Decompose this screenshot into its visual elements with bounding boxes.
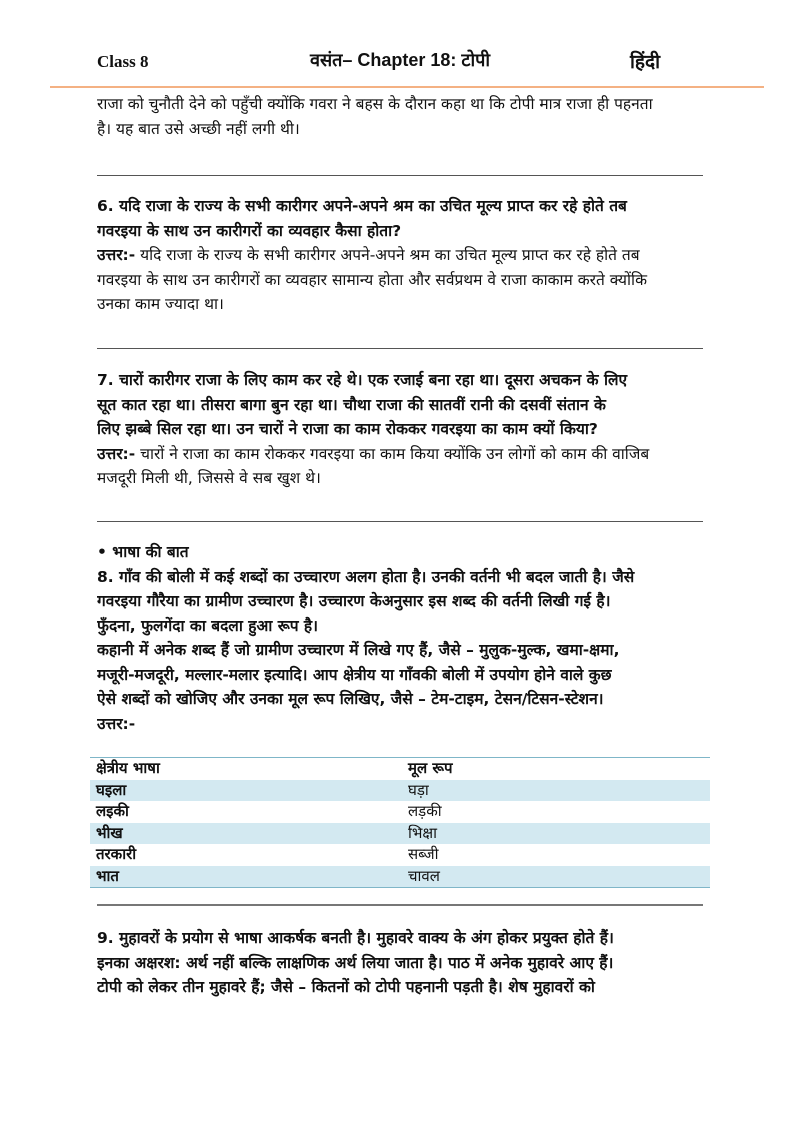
cell: लड़की — [408, 802, 442, 821]
question-line: गवरइया गौरैया का ग्रामीण उच्चारण है। उच्… — [97, 592, 611, 610]
cell: भीख — [96, 823, 123, 842]
answer-table: क्षेत्रीय भाषा मूल रूप घइला घड़ा लइकी लड़की… — [90, 757, 710, 888]
answer-line: चारों ने राजा का काम रोककर गवरइया का काम… — [135, 444, 650, 463]
question-line: सूत कात रहा था। तीसरा बागा बुन रहा था। च… — [97, 395, 606, 414]
question-line: इनका अक्षरश: अर्थ नहीं बल्कि लाक्षणिक अर… — [97, 953, 614, 972]
cell: चावल — [408, 866, 440, 885]
divider — [97, 348, 703, 349]
table-row: तरकारी सब्जी — [90, 844, 710, 866]
answer-line: गवरइया के साथ उन कारीगरों का व्यवहार साम… — [97, 270, 647, 289]
question-7: 7. चारों कारीगर राजा के लिए काम कर रहे थ… — [97, 368, 717, 491]
subject-label: हिंदी — [629, 51, 660, 73]
answer-line: यदि राजा के राज्य के सभी कारीगर अपने-अपन… — [135, 246, 640, 264]
cell: भिक्षा — [408, 823, 438, 842]
question-line: गवरइया के साथ उन कारीगरों का व्यवहार कैस… — [97, 221, 402, 240]
header-divider — [50, 86, 764, 88]
table-row: भीख भिक्षा — [90, 822, 710, 844]
section-heading: • भाषा की बात — [97, 543, 189, 561]
divider — [97, 904, 703, 906]
class-label: Class 8 — [97, 52, 149, 71]
question-line: 8. गाँव की बोली में कई शब्दों का उच्चारण… — [97, 567, 635, 586]
table-row: घइला घड़ा — [90, 779, 710, 801]
cell: सब्जी — [408, 845, 439, 864]
paragraph-continued: राजा को चुनौती देने को पहुँची क्योंकि गव… — [97, 92, 717, 141]
cell: भात — [96, 866, 119, 885]
question-line: 6. यदि राजा के राज्य के सभी कारीगर अपने-… — [97, 197, 627, 215]
column-header: मूल रूप — [408, 759, 453, 778]
table-row: लइकी लड़की — [90, 801, 710, 823]
divider — [97, 521, 703, 522]
text-line: है। यह बात उसे अच्छी नहीं लगी थी। — [97, 119, 300, 138]
question-line: टोपी को लेकर तीन मुहावरे हैं; जैसे – कित… — [97, 978, 595, 996]
table-header-row: क्षेत्रीय भाषा मूल रूप — [90, 758, 710, 780]
question-9: 9. मुहावरों के प्रयोग से भाषा आकर्षक बनत… — [97, 926, 717, 1000]
divider — [97, 175, 703, 176]
cell: लइकी — [96, 802, 129, 821]
cell: घड़ा — [408, 780, 429, 799]
question-line: लिए झब्बे सिल रहा था। उन चारों ने राजा क… — [97, 420, 598, 438]
question-6: 6. यदि राजा के राज्य के सभी कारीगर अपने-… — [97, 194, 717, 317]
text-line: राजा को चुनौती देने को पहुँची क्योंकि गव… — [97, 95, 653, 113]
question-line: 9. मुहावरों के प्रयोग से भाषा आकर्षक बनत… — [97, 929, 614, 947]
column-header: क्षेत्रीय भाषा — [96, 759, 160, 778]
chapter-title: वसंत– Chapter 18: टोपी — [309, 50, 491, 70]
question-line: 7. चारों कारीगर राजा के लिए काम कर रहे थ… — [97, 371, 628, 389]
question-line: ऐसे शब्दों को खोजिए और उनका मूल रूप लिखि… — [97, 690, 604, 708]
table-row: भात चावल — [90, 865, 710, 888]
cell: तरकारी — [96, 845, 137, 864]
question-line: मजूरी-मजदूरी, मल्लार-मलार इत्यादि। आप क्… — [97, 665, 612, 684]
question-8: • भाषा की बात 8. गाँव की बोली में कई शब्… — [97, 540, 717, 736]
answer-label: उत्तर:- — [97, 444, 136, 463]
question-line: फुँदना, फुलगेंदा का बदला हुआ रूप है। — [97, 616, 319, 635]
answer-line: उनका काम ज्यादा था। — [97, 295, 224, 313]
answer-line: मजदूरी मिली थी, जिससे वे सब खुश थे। — [97, 469, 321, 487]
answer-label: उत्तर:- — [97, 246, 136, 264]
question-line: कहानी में अनेक शब्द हैं जो ग्रामीण उच्चा… — [97, 641, 620, 659]
answer-label: उत्तर:- — [97, 714, 136, 733]
cell: घइला — [96, 780, 127, 799]
